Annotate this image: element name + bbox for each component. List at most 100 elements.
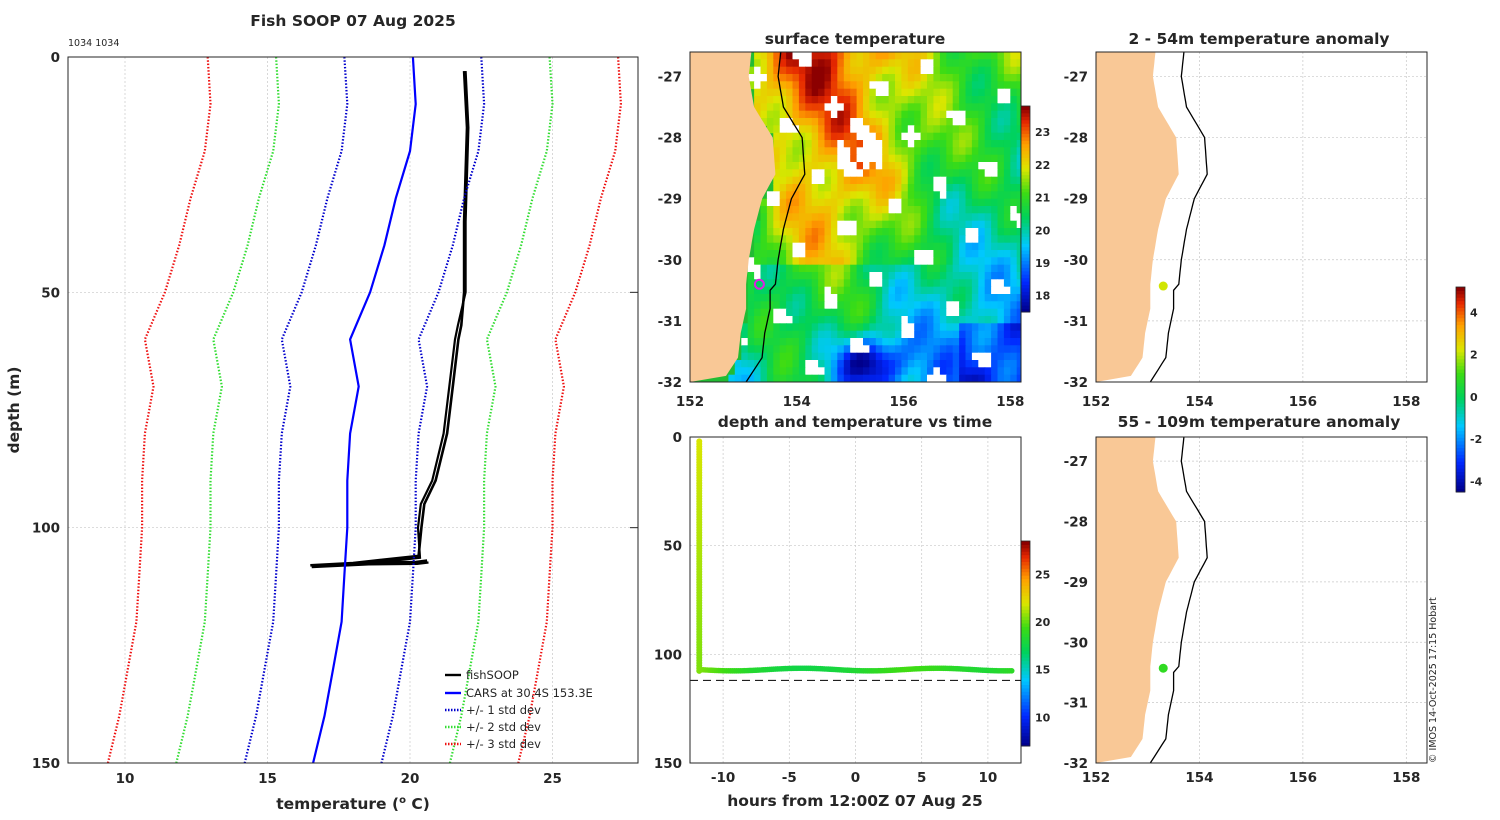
copyright-text: © IMOS 14-Oct-2025 17:15 Hobart	[1428, 597, 1439, 763]
sst-cell	[850, 374, 858, 382]
sst-cell	[1010, 198, 1018, 207]
sst-cell	[978, 169, 986, 178]
sst-cell	[882, 176, 890, 185]
sst-cell	[837, 110, 845, 119]
sst-cell	[779, 352, 787, 361]
sst-cell	[959, 213, 967, 222]
sst-cell	[1016, 125, 1021, 134]
sst-cell	[933, 316, 941, 324]
sst-cell	[843, 66, 851, 75]
sst-cell	[1003, 345, 1011, 354]
sst-cell	[907, 264, 915, 273]
sst-cell	[856, 162, 864, 170]
anomaly-colorbar-swatch	[1456, 427, 1465, 431]
anomaly-upper-ytick-label: -31	[1064, 314, 1088, 330]
sst-cell	[959, 308, 967, 317]
anomaly-lower-panel: 55 - 109m temperature anomaly 152 154 156 1…	[1064, 413, 1428, 786]
sst-cell	[760, 286, 768, 295]
sst-cell	[939, 308, 947, 317]
sst-cell	[895, 294, 902, 302]
depth-time-colorbar-tick: 25	[1035, 568, 1050, 581]
sst-cell	[882, 308, 890, 317]
sst-cell	[1023, 367, 1030, 375]
sst-cell	[869, 250, 877, 258]
sst-cell	[888, 125, 896, 134]
sst-cell	[798, 59, 806, 68]
sst-cell	[856, 74, 864, 82]
sst-cell	[773, 74, 781, 82]
sst-cell	[882, 228, 890, 236]
sst-cell	[875, 213, 883, 222]
sst-cell	[824, 308, 832, 317]
sst-cell	[997, 286, 1005, 295]
sst-cell	[946, 110, 954, 119]
sst-cell	[863, 374, 870, 382]
sst-cell	[773, 242, 781, 251]
sst-cell	[939, 96, 947, 104]
sst-cell	[805, 338, 813, 346]
sst-cell	[939, 206, 947, 214]
sst-cell	[971, 272, 979, 280]
sst-cell	[875, 191, 883, 200]
sst-cell	[901, 147, 909, 156]
sst-cell	[818, 184, 826, 192]
sst-cell	[863, 81, 870, 90]
sst-cell	[1010, 59, 1018, 68]
sst-cell	[792, 154, 800, 163]
depth-time-colorbar-swatch	[1021, 547, 1030, 552]
sst-cell	[991, 125, 999, 134]
sst-cell	[792, 220, 800, 229]
sst-cell	[837, 228, 845, 236]
sst-cell	[863, 316, 870, 324]
sst-cell	[850, 338, 858, 346]
sst-cell	[882, 345, 890, 354]
sst-cell	[959, 206, 967, 214]
sst-cell	[1003, 242, 1011, 251]
sst-cell	[773, 191, 781, 200]
sst-cell	[920, 352, 928, 361]
sst-cell	[997, 81, 1005, 90]
sst-cell	[927, 132, 934, 141]
sst-cell	[946, 345, 954, 354]
sst-cell	[933, 169, 941, 178]
sst-cell	[997, 308, 1005, 317]
sst-cell	[863, 235, 870, 244]
sst-ytick-label: -28	[658, 131, 682, 147]
sst-cell	[786, 206, 794, 214]
sst-cell	[971, 316, 979, 324]
sst-cell	[946, 198, 954, 207]
anomaly-upper-xtick-label: 154	[1185, 394, 1213, 410]
sst-cell	[792, 257, 800, 266]
sst-cell	[946, 52, 954, 60]
sst-cell	[824, 154, 832, 163]
sst-cell	[811, 345, 819, 354]
sst-cell	[792, 316, 800, 324]
sst-cell	[779, 169, 787, 178]
depth-time-colorbar-swatch	[1021, 585, 1030, 590]
sst-cell	[1016, 176, 1021, 185]
sst-cell	[914, 367, 922, 376]
sst-cell	[875, 330, 883, 339]
sst-cell	[907, 96, 915, 104]
sst-cell	[901, 220, 909, 229]
sst-cell	[779, 184, 787, 192]
legend-label-std1: +/- 1 std dev	[466, 703, 541, 717]
sst-cell	[952, 316, 960, 324]
sst-cell	[754, 301, 762, 310]
sst-cell	[888, 96, 896, 104]
sst-cell	[837, 308, 845, 317]
sst-cell	[773, 184, 781, 192]
sst-cell	[952, 374, 960, 382]
sst-cell	[1003, 360, 1011, 368]
sst-cell	[1010, 272, 1018, 280]
sst-cell	[1010, 96, 1018, 104]
sst-cell	[978, 338, 986, 346]
sst-cell	[927, 301, 934, 310]
sst-colorbar-swatch	[1021, 181, 1030, 186]
sst-cell	[914, 338, 922, 346]
sst-cell	[786, 338, 794, 346]
sst-cell	[843, 198, 851, 207]
sst-cell	[901, 66, 909, 75]
sst-cell	[779, 198, 787, 207]
sst-cell	[811, 162, 819, 170]
